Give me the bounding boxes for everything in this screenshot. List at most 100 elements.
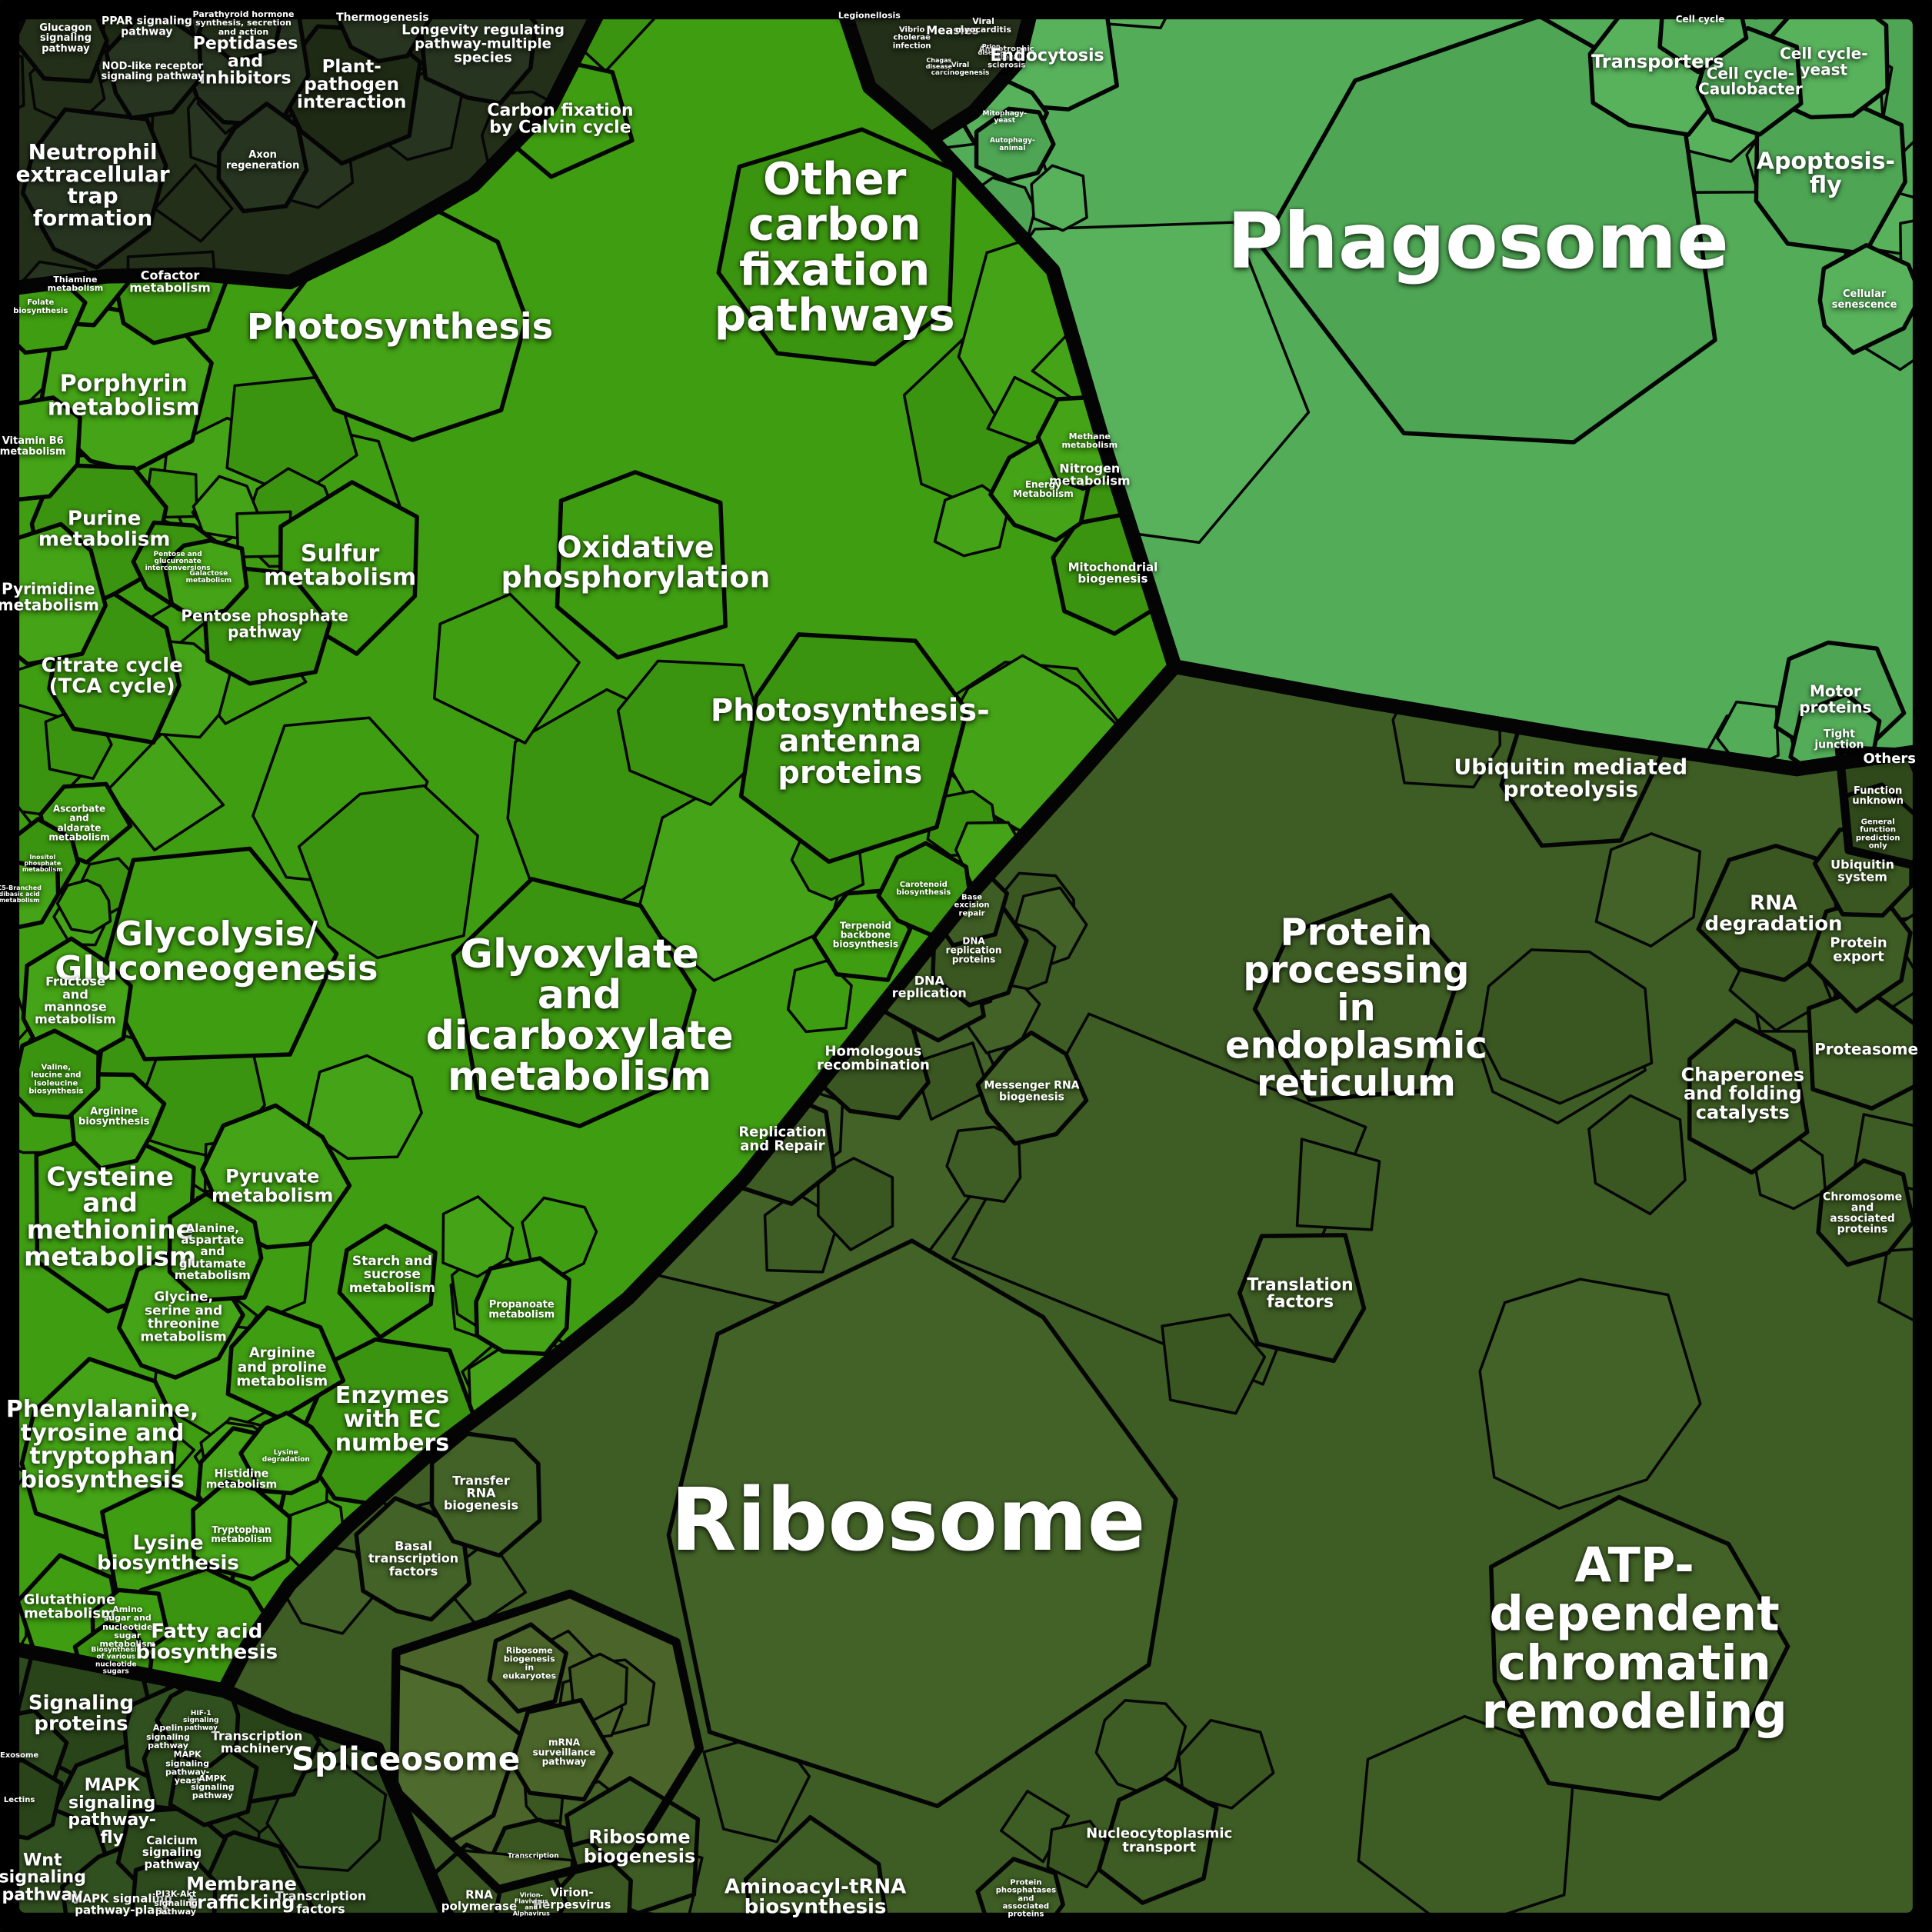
treemap-cell-label[interactable]: Peptidases and inhibitors (192, 34, 298, 88)
treemap-cell-label[interactable]: Purine metabolism (38, 507, 171, 551)
treemap-cell-label[interactable]: Replication and Repair (738, 1124, 827, 1155)
treemap-cell-label[interactable]: Ribosome (670, 1470, 1146, 1571)
treemap-cell-label[interactable]: MAPK signaling pathway- yeast (165, 1750, 210, 1786)
treemap-cell-label[interactable]: Base excision repair (954, 893, 990, 918)
treemap-cell-label[interactable]: Homologous recombination (816, 1043, 930, 1074)
treemap-cell-label[interactable]: RNA degradation (1704, 891, 1843, 936)
treemap-cell-label[interactable]: Parathyroid hormone synthesis, secretion… (192, 9, 295, 37)
treemap-cell-label[interactable]: Glycine, serine and threonine metabolism (140, 1289, 227, 1345)
treemap-cell-label[interactable]: General function prediction only (1855, 818, 1900, 851)
treemap-cell-label[interactable]: Starch and sucrose metabolism (348, 1253, 436, 1296)
treemap-cell-label[interactable]: C5-Branched dibasic acid metabolism (0, 884, 42, 904)
treemap-cell-label[interactable]: Pentose phosphate pathway (181, 606, 348, 641)
treemap-cell-label[interactable]: Arginine biosynthesis (78, 1105, 150, 1128)
treemap-cell-label[interactable]: Glyoxylate and dicarboxylate metabolism (425, 931, 734, 1101)
treemap-cell-label[interactable]: Viral myocarditis (955, 15, 1011, 35)
treemap-cell-label[interactable]: Cell cycle- Caulobacter (1698, 64, 1803, 98)
treemap-cell-label[interactable]: Axon regeneration (225, 149, 300, 172)
treemap-cell-label[interactable]: Prion disease (978, 43, 1004, 57)
treemap-cell-label[interactable]: Basal transcription factors (368, 1538, 459, 1579)
treemap-cell-label[interactable]: Protein processing in endoplasmic reticu… (1225, 911, 1487, 1105)
treemap-cell-label[interactable]: Nucleocytoplasmic transport (1086, 1825, 1233, 1856)
treemap-cell-label[interactable]: Virion- Flavivirus and Alphavirus (512, 1891, 550, 1917)
treemap-cell-label[interactable]: Transporters (1591, 51, 1724, 73)
treemap-cell-label[interactable]: Folate biosynthesis (13, 298, 68, 315)
treemap-cell-label[interactable]: Cysteine and methionine metabolism (23, 1161, 197, 1273)
treemap-cell-label[interactable]: Aminoacyl-tRNA biosynthesis (724, 1875, 907, 1919)
treemap-cell-label[interactable]: Nitrogen metabolism (1048, 461, 1131, 488)
treemap-cell-label[interactable]: Cell cycle- yeast (1780, 44, 1868, 79)
treemap-cell-label[interactable]: Protein export (1830, 934, 1887, 965)
treemap-cell-label[interactable]: Chagas disease (925, 56, 952, 70)
treemap-cell-label[interactable]: Amyotrophic lateral sclerosis (978, 45, 1034, 70)
treemap-cell-label[interactable]: Enzymes with EC numbers (335, 1382, 450, 1457)
treemap-cell-label[interactable]: Cell cycle (1675, 13, 1725, 25)
treemap-cell-label[interactable]: Porphyrin metabolism (47, 370, 200, 421)
treemap-cell-label[interactable]: Chaperones and folding catalysts (1681, 1064, 1804, 1124)
treemap-cell-label[interactable]: Exosome (0, 1751, 39, 1760)
treemap-cell-label[interactable]: Lysine biosynthesis (97, 1531, 239, 1575)
treemap-cell-label[interactable]: Calcium signaling pathway (142, 1834, 202, 1871)
treemap-cell-label[interactable]: Biosynthesis of various nucleotide sugar… (91, 1646, 141, 1676)
treemap-cell-label[interactable]: Pyruvate metabolism (212, 1165, 334, 1207)
treemap-cell-label[interactable]: HIF-1 signaling pathway (183, 1710, 219, 1732)
treemap-cell-label[interactable]: NOD-like receptor signaling pathway (101, 60, 205, 82)
treemap-cell-label[interactable]: Signaling proteins (28, 1691, 135, 1736)
treemap-cell-label[interactable]: mRNA surveillance pathway (532, 1737, 596, 1767)
treemap-cell-label[interactable]: Carbon fixation by Calvin cycle (487, 101, 634, 138)
treemap-cell-label[interactable]: Pentose and glucuronate interconversions (145, 551, 211, 573)
treemap-cell-label[interactable]: Ubiquitin mediated proteolysis (1454, 754, 1688, 802)
treemap-cell-label[interactable]: MAPK signaling pathway-plant (71, 1891, 173, 1917)
treemap-cell-label[interactable]: Apelin signaling pathway (146, 1723, 190, 1750)
treemap-cell-label[interactable]: PPAR signaling pathway (101, 15, 192, 39)
treemap-cell-label[interactable]: Vibrio cholerae infection (892, 25, 931, 51)
treemap-cell-label[interactable]: Transcription factors (275, 1889, 367, 1917)
treemap-cell-label[interactable]: Pyrimidine metabolism (0, 579, 99, 615)
treemap-cell-label[interactable]: MAPK signaling pathway- fly (68, 1776, 157, 1847)
treemap-cell-label[interactable]: Transfer RNA biogenesis (443, 1473, 518, 1513)
treemap-cell-label[interactable]: Mitochondrial biogenesis (1068, 560, 1158, 587)
treemap-cell-label[interactable]: Glycolysis/ Gluconeogenesis (55, 914, 378, 989)
treemap-cell-label[interactable]: Longevity regulating pathway-multiple sp… (401, 22, 565, 66)
treemap-cell-label[interactable]: Cofactor metabolism (129, 268, 211, 295)
treemap-cell-label[interactable]: Proteasome (1814, 1039, 1919, 1058)
treemap-cell-label[interactable]: Photosynthesis (246, 305, 554, 348)
treemap-cell-label[interactable]: Measles (926, 23, 979, 38)
treemap-cell-label[interactable]: Membrane trafficking (186, 1873, 297, 1914)
treemap-cell-label[interactable]: Motor proteins (1799, 681, 1872, 717)
treemap-cell-label[interactable]: Terpenoid backbone biosynthesis (832, 920, 899, 950)
treemap-cell-label[interactable]: Cellular senescence (1831, 288, 1897, 311)
treemap-cell-label[interactable]: Autophagy- animal (989, 137, 1035, 152)
treemap-cell-label[interactable]: Ascorbate and aldarate metabolism (48, 803, 110, 843)
treemap-cell-label[interactable]: Tight junction (1814, 728, 1864, 752)
treemap-cell-label[interactable]: Wnt signaling pathway (0, 1850, 86, 1904)
treemap-cell-label[interactable]: DNA replication (891, 973, 967, 1001)
treemap-cell-label[interactable]: Methane metabolism (1061, 431, 1118, 450)
treemap-cell-label[interactable]: Transcription (507, 1852, 559, 1860)
treemap-cell-label[interactable]: Phenylalanine, tyrosine and tryptophan b… (5, 1395, 199, 1494)
treemap-cell-label[interactable]: Ribosome biogenesis in eukaryotes (502, 1645, 557, 1682)
treemap-cell-label[interactable]: RNA polymerase (441, 1887, 518, 1914)
treemap-cell-label[interactable]: Function unknown (1852, 784, 1904, 807)
treemap-cell-label[interactable]: Amino sugar and nucleotide sugar metabol… (99, 1604, 156, 1649)
treemap-cell-label[interactable]: Other carbon fixation pathways (714, 152, 955, 341)
treemap-cell-label[interactable]: Chromosome and associated proteins (1823, 1191, 1903, 1236)
treemap-cell-label[interactable]: Valine, leucine and isoleucine biosynthe… (28, 1063, 84, 1096)
treemap-cell-label[interactable]: Endocytosis (990, 45, 1104, 65)
treemap-cell-label[interactable]: Carotenoid biosynthesis (896, 880, 951, 897)
treemap-cell-label[interactable]: Ubiquitin system (1830, 857, 1894, 884)
treemap-cell-label[interactable]: Lysine degradation (261, 1448, 310, 1464)
treemap-cell-label[interactable]: Glucagon signaling pathway (39, 22, 92, 55)
treemap-cell-label[interactable]: Neutrophil extracellular trap formation (15, 139, 170, 231)
treemap-cell-label[interactable]: Citrate cycle (TCA cycle) (41, 654, 183, 698)
treemap-cell-label[interactable]: DNA replication proteins (945, 935, 1002, 966)
treemap-cell-label[interactable]: Protein phosphatases and associated prot… (995, 1878, 1057, 1919)
treemap-cell-label[interactable]: Vitamin B6 metabolism (0, 435, 66, 458)
treemap-cell-label[interactable]: Phagosome (1227, 196, 1729, 286)
treemap-cell-label[interactable]: Plant- pathogen interaction (296, 56, 407, 113)
treemap-cell-label[interactable]: Lectins (3, 1796, 35, 1805)
treemap-cell-label[interactable]: Arginine and proline metabolism (236, 1344, 328, 1390)
treemap-cell-label[interactable]: Apoptosis- fly (1756, 148, 1895, 199)
treemap-cell-label[interactable]: Alanine, aspartate and glutamate metabol… (174, 1221, 251, 1282)
treemap-cell-label[interactable]: Fatty acid biosynthesis (135, 1620, 278, 1664)
